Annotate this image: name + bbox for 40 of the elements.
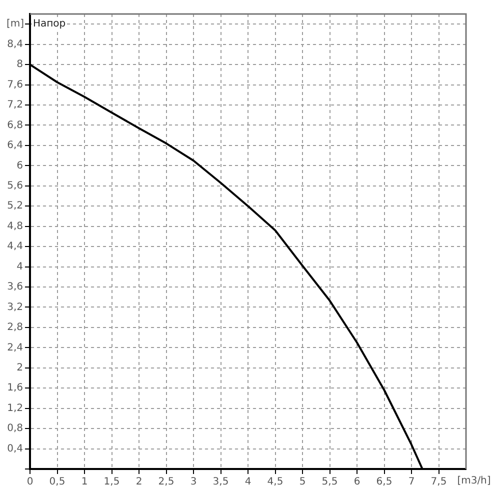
x-tick-label: 3,5: [212, 476, 229, 488]
x-tick-label: 0,5: [49, 476, 66, 488]
x-tick-label: 7: [408, 476, 415, 488]
x-axis-title: [m3/h]: [457, 476, 491, 487]
y-tick-label: 2,8: [7, 322, 23, 334]
y-tick-label: 8: [16, 59, 23, 70]
x-tick-label: 6,5: [376, 476, 392, 488]
y-tick-label: 1,6: [7, 382, 23, 394]
y-tick-label: 0,8: [7, 423, 23, 434]
y-tick-label: 6,4: [7, 140, 23, 152]
y-tick-label: 3,2: [7, 302, 23, 313]
x-tick-label: 2,5: [158, 476, 174, 488]
y-tick-label: 2: [16, 362, 23, 374]
x-tick-label: 7,5: [430, 476, 447, 488]
y-tick-label: 2,4: [7, 342, 23, 354]
x-tick-label: 4,5: [267, 476, 284, 488]
x-tick-label: 2: [136, 476, 142, 488]
x-tick-label: 5: [299, 476, 306, 488]
text: Напор: [33, 18, 66, 30]
x-tick-label: 6: [354, 476, 360, 488]
x-tick-label: 0: [26, 476, 34, 488]
y-axis-title: [m]: [6, 18, 24, 30]
y-tick-label: 5,6: [7, 180, 23, 192]
y-tick-label: 5,2: [7, 200, 23, 212]
x-tick-label: 4: [244, 476, 252, 488]
y-tick-label: 6: [16, 160, 23, 172]
y-tick-label: 4: [16, 261, 23, 272]
y-tick-label: 7,6: [7, 79, 23, 90]
y-tick-label: 4,8: [7, 220, 23, 232]
y-tick-label: 7,2: [7, 100, 23, 111]
y-tick-label: 4,4: [7, 241, 23, 252]
y-tick-label: 6,8: [7, 120, 23, 131]
y-tick-label: 8,4: [7, 38, 23, 50]
x-tick-label: 1: [81, 476, 88, 488]
y-tick-label: 3,6: [7, 282, 23, 293]
x-tick-label: 3: [190, 476, 197, 488]
y-tick-label: 1,2: [7, 402, 23, 414]
x-tick-label: 1,5: [104, 476, 120, 488]
x-tick-label: 5,5: [322, 476, 338, 488]
y-tick-label: 0,4: [7, 443, 23, 454]
